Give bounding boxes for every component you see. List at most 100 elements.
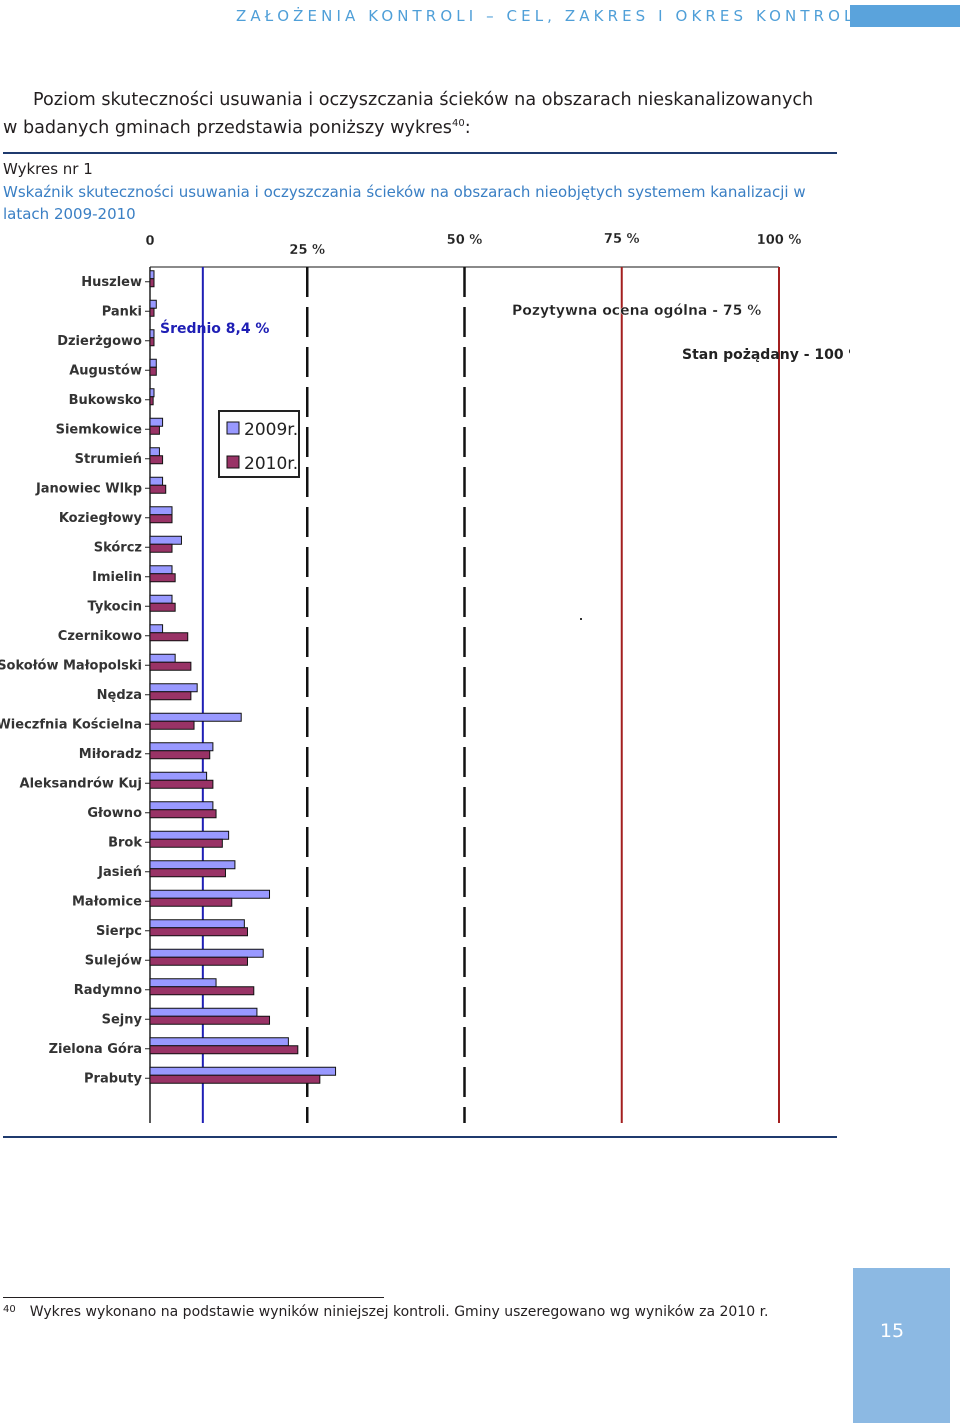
bar-2009r-kozieglowy xyxy=(149,506,173,516)
stray-dot xyxy=(580,618,582,620)
bar-2009r-radymno xyxy=(149,978,217,988)
category-label-brok: Brok xyxy=(108,835,142,850)
intro-line-2: w badanych gminach przedstawia poniższy … xyxy=(3,118,452,138)
bar-2009r-strumien xyxy=(149,447,160,457)
category-label-zielona-gora: Zielona Góra xyxy=(49,1042,142,1057)
category-label-sejny: Sejny xyxy=(102,1012,143,1027)
x-tick-label: 100 % xyxy=(757,233,802,248)
category-label-strumien: Strumień xyxy=(75,452,142,467)
intro-line-1: Poziom skuteczności usuwania i oczyszcza… xyxy=(33,90,814,110)
positive-assessment-label: Pozytywna ocena ogólna - 75 % xyxy=(512,303,761,319)
category-label-skorcz: Skórcz xyxy=(94,540,142,555)
category-label-sierpc: Sierpc xyxy=(96,924,142,939)
footnote: 40 Wykres wykonano na podstawie wyników n… xyxy=(3,1304,769,1320)
bar-2009r-skorcz xyxy=(149,535,182,545)
bar-2009r-glowno xyxy=(149,801,214,811)
legend-swatch-2009r xyxy=(226,421,240,435)
bar-2010r-kozieglowy xyxy=(149,514,173,524)
bar-2010r-augustow xyxy=(149,366,157,376)
intro-line-2-end: : xyxy=(464,118,471,138)
legend-label-2009r: 2009r. xyxy=(244,420,298,440)
chart-bottom-rule xyxy=(3,1136,837,1138)
bar-2010r-sokolow-malopolski xyxy=(149,661,192,671)
footnote-text: Wykres wykonano na podstawie wyników nin… xyxy=(29,1304,769,1320)
category-label-imielin: Imielin xyxy=(92,570,142,585)
footnote-rule xyxy=(3,1297,384,1298)
bar-2010r-glowno xyxy=(149,809,217,819)
category-label-kozieglowy: Koziegłowy xyxy=(59,511,143,526)
bar-2009r-malomice xyxy=(149,889,271,899)
bar-2009r-dzierzgowo xyxy=(149,329,155,339)
bar-2010r-nedza xyxy=(149,691,192,701)
x-tick-label: 50 % xyxy=(447,233,483,248)
bar-2009r-miloradz xyxy=(149,742,214,752)
bar-2009r-aleksandrow-kuj xyxy=(149,771,208,781)
intro-paragraph: Poziom skuteczności usuwania i oczyszcza… xyxy=(3,86,843,142)
bar-2010r-aleksandrow-kuj xyxy=(149,779,214,789)
bar-2009r-sulejow xyxy=(149,948,264,958)
bar-2009r-czernikowo xyxy=(149,624,164,634)
category-label-glowno: Głowno xyxy=(87,806,142,821)
bar-2009r-sejny xyxy=(149,1007,258,1017)
bar-2010r-sejny xyxy=(149,1015,271,1025)
chart-top-rule xyxy=(3,152,837,154)
footnote-reference[interactable]: 40 xyxy=(451,118,465,130)
bar-2010r-miloradz xyxy=(149,750,211,760)
running-header-title: ZAŁOŻENIA KONTROLI – CEL, ZAKRES I OKRES… xyxy=(236,7,866,25)
bar-2010r-sierpc xyxy=(149,927,248,937)
bar-2010r-imielin xyxy=(149,573,176,583)
category-label-augustow: Augustów xyxy=(69,363,142,378)
bar-2009r-sierpc xyxy=(149,919,245,929)
bar-2009r-prabuty xyxy=(149,1066,337,1076)
category-label-siemkowice: Siemkowice xyxy=(56,422,143,437)
bar-2010r-radymno xyxy=(149,986,255,996)
category-label-sokolow-malopolski: Sokołów Małopolski xyxy=(0,658,142,673)
bar-2010r-huszlew xyxy=(149,278,155,288)
chart-number-label: Wykres nr 1 xyxy=(3,160,93,178)
category-label-bukowsko: Bukowsko xyxy=(69,393,142,408)
bar-2010r-strumien xyxy=(149,455,164,465)
footnote-number: 40 xyxy=(3,1304,16,1315)
bar-2009r-tykocin xyxy=(149,594,173,604)
bar-2009r-jasien xyxy=(149,860,236,870)
category-label-nedza: Nędza xyxy=(97,688,142,703)
bar-2010r-skorcz xyxy=(149,543,173,553)
bar-2009r-brok xyxy=(149,830,230,840)
bar-2010r-siemkowice xyxy=(149,425,160,435)
bar-2010r-dzierzgowo xyxy=(149,337,155,347)
category-label-wieczfnia-koscielna: Wieczfnia Kościelna xyxy=(0,717,142,732)
bar-2009r-zielona-gora xyxy=(149,1037,289,1047)
legend-label-2010r: 2010r. xyxy=(244,454,298,474)
bar-2009r-sokolow-malopolski xyxy=(149,653,176,663)
bar-2010r-wieczfnia-koscielna xyxy=(149,720,195,730)
category-label-huszlew: Huszlew xyxy=(81,275,142,290)
category-label-janowiec-wlkp: Janowiec Wlkp xyxy=(35,481,142,496)
x-tick-label: 75 % xyxy=(604,232,640,247)
bar-2009r-bukowsko xyxy=(149,388,155,398)
category-label-malomice: Małomice xyxy=(72,894,142,909)
category-label-jasien: Jasień xyxy=(97,865,142,880)
chart-caption: Wskaźnik skuteczności usuwania i oczyszc… xyxy=(3,183,806,223)
desired-state-label: Stan pożądany - 100 % xyxy=(682,347,850,363)
category-label-panki: Panki xyxy=(102,304,142,319)
average-line-label: Średnio 8,4 % xyxy=(160,319,269,337)
category-label-sulejow: Sulejów xyxy=(85,953,142,968)
bar-2010r-malomice xyxy=(149,897,233,907)
bar-2010r-czernikowo xyxy=(149,632,189,642)
category-label-miloradz: Miłoradz xyxy=(79,747,142,762)
bar-2009r-augustow xyxy=(149,358,157,368)
category-label-tykocin: Tykocin xyxy=(88,599,142,614)
bar-chart: 0 25 % 50 % 75 % 100 % Huszlew Panki Dzierżgowo… xyxy=(0,232,850,1123)
bar-2009r-imielin xyxy=(149,565,173,575)
x-tick-label: 0 xyxy=(145,234,154,249)
bar-2009r-panki xyxy=(149,299,157,309)
bar-2010r-panki xyxy=(149,307,155,317)
bar-2010r-janowiec-wlkp xyxy=(149,484,167,494)
bar-2010r-bukowsko xyxy=(149,396,154,406)
bar-2009r-nedza xyxy=(149,683,198,693)
bar-2010r-jasien xyxy=(149,868,226,878)
page-number: 15 xyxy=(879,1320,905,1342)
page-number-box: 15 xyxy=(853,1268,950,1423)
bar-2010r-tykocin xyxy=(149,602,176,612)
bar-2010r-brok xyxy=(149,838,223,848)
